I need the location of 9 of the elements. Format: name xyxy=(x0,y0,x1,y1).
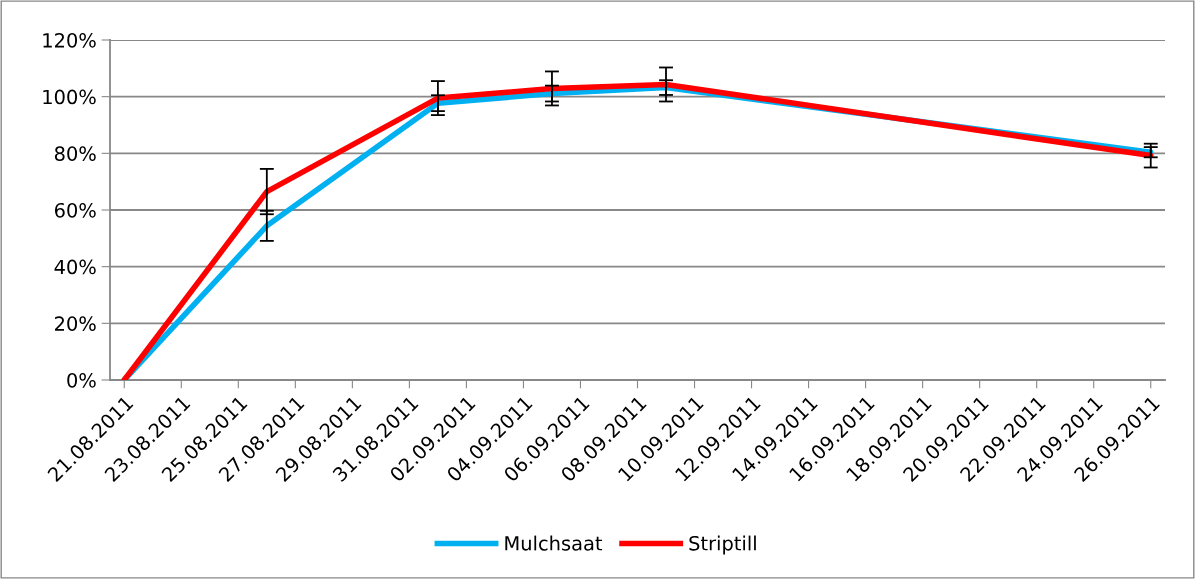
y-tick-label: 100% xyxy=(43,89,96,105)
y-tick-label: 20% xyxy=(55,316,96,331)
legend-label: Striptill xyxy=(689,535,756,555)
y-tick-label: 40% xyxy=(54,259,96,275)
y-tick-label: 60% xyxy=(54,202,96,218)
y-tick-label: 120% xyxy=(43,32,96,48)
legend-label: Mulchsaat xyxy=(505,535,603,551)
y-tick-label: 0% xyxy=(67,372,96,388)
y-tick-label: 80% xyxy=(54,146,96,161)
